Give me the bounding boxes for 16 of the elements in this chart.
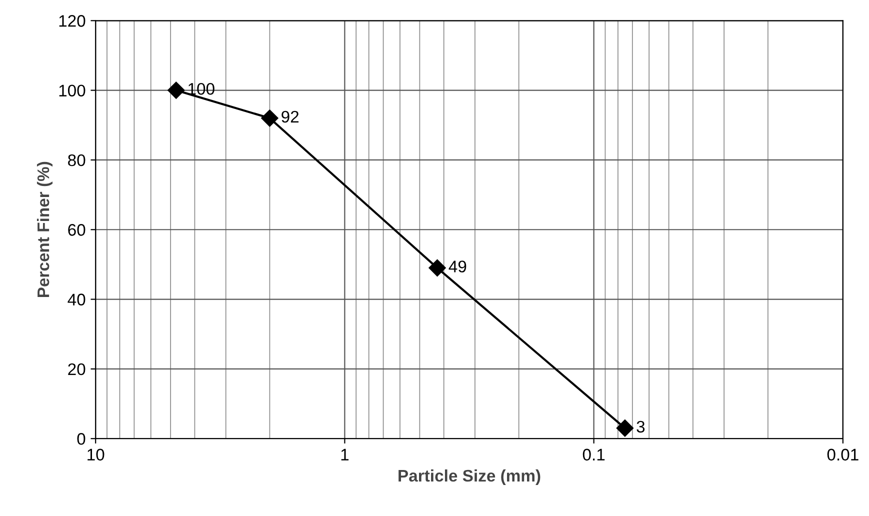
x-tick-label: 1 [341, 448, 349, 460]
y-tick-label: 40 [68, 294, 86, 306]
y-tick-label: 80 [68, 154, 86, 166]
y-tick-label: 0 [77, 433, 86, 445]
y-tick-label: 100 [59, 84, 86, 97]
x-tick-label: 0.01 [827, 448, 858, 461]
data-label: 92 [282, 110, 299, 123]
data-label: 3 [636, 420, 645, 433]
x-axis-title: Particle Size (mm) [398, 469, 540, 485]
x-tick-label: 0.1 [582, 448, 605, 461]
y-axis-title: Percent Finer (%) [36, 162, 53, 298]
y-tick-label: 20 [68, 363, 86, 376]
x-tick-label: 10 [88, 448, 104, 461]
data-label: 49 [448, 260, 466, 272]
y-tick-label: 120 [59, 15, 86, 27]
y-tick-label: 60 [68, 224, 86, 236]
